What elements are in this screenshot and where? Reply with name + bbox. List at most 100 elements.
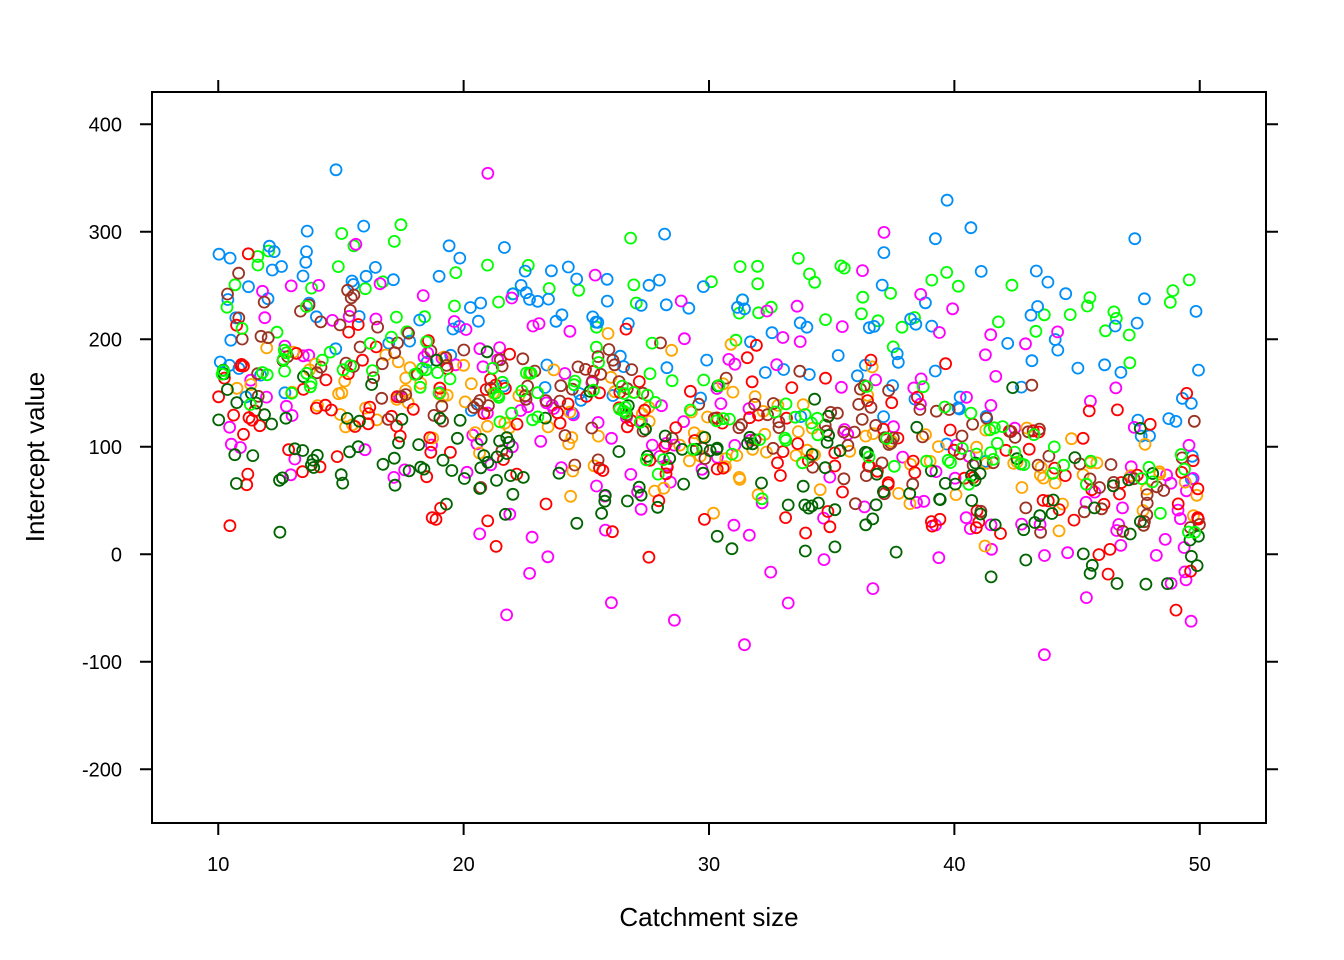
data-point [948, 477, 962, 491]
data-point [568, 374, 582, 388]
data-point [966, 471, 980, 485]
data-point [213, 355, 227, 369]
data-point [258, 311, 272, 325]
data-point [1187, 414, 1201, 428]
data-point [340, 411, 354, 425]
data-point [640, 453, 653, 467]
data-point [855, 412, 869, 426]
data-point [1139, 577, 1153, 591]
data-point [651, 500, 664, 514]
data-point [477, 449, 491, 463]
data-point [974, 507, 987, 521]
x-tick-label: 20 [453, 854, 475, 876]
data-point [554, 461, 568, 475]
data-point [363, 400, 377, 414]
data-point [1019, 337, 1032, 351]
data-point [436, 389, 450, 403]
y-tick-label: -200 [82, 759, 122, 781]
data-point [1081, 299, 1094, 313]
data-point [447, 315, 461, 328]
data-point [261, 331, 275, 345]
data-point [940, 193, 954, 207]
data-point [1058, 469, 1072, 483]
x-axis-label: Catchment size [619, 902, 798, 932]
data-point [307, 461, 321, 474]
data-point [799, 526, 812, 540]
data-point [738, 302, 751, 316]
data-point [505, 291, 519, 305]
data-point [539, 394, 553, 408]
data-point [439, 497, 453, 511]
data-point [235, 322, 249, 335]
data-point [1017, 523, 1031, 537]
data-point [433, 381, 447, 395]
data-point [642, 550, 656, 564]
data-point [678, 332, 691, 346]
data-point [911, 390, 924, 404]
data-point [442, 239, 456, 253]
data-point [531, 386, 544, 400]
data-point [999, 443, 1013, 457]
data-point [615, 379, 629, 393]
data-point [1190, 559, 1204, 572]
data-point [1174, 448, 1188, 461]
data-point [633, 415, 647, 429]
data-point [665, 431, 679, 445]
data-point [1061, 546, 1074, 560]
data-point [851, 369, 864, 383]
data-point [848, 425, 861, 439]
data-point [896, 450, 910, 464]
data-point [859, 429, 873, 443]
data-point [481, 258, 494, 272]
data-point [223, 251, 237, 265]
data-point [683, 454, 696, 468]
data-point [726, 385, 740, 399]
data-point [1166, 284, 1180, 298]
data-point [279, 346, 293, 360]
data-point [1182, 273, 1196, 287]
data-point [1113, 487, 1126, 501]
data-point [869, 373, 882, 387]
data-point [1001, 336, 1015, 350]
data-point [300, 245, 313, 259]
data-point [1111, 403, 1124, 417]
data-point [457, 472, 471, 485]
data-point [427, 408, 441, 422]
data-point [439, 351, 453, 365]
data-point [642, 278, 656, 292]
data-point [771, 456, 784, 470]
data-point [798, 498, 812, 512]
x-tick-label: 40 [943, 854, 965, 876]
data-point [716, 412, 730, 426]
data-point [778, 431, 792, 445]
data-point [929, 232, 942, 246]
data-point [856, 290, 870, 304]
data-point [1123, 527, 1137, 541]
data-point [802, 501, 816, 515]
data-point [1189, 304, 1203, 318]
data-point [440, 358, 453, 372]
data-point [1138, 515, 1151, 529]
data-point [833, 444, 847, 458]
data-point [587, 383, 600, 397]
data-point [336, 476, 350, 490]
data-point [282, 443, 296, 457]
data-point [265, 417, 279, 431]
data-point [600, 272, 614, 286]
data-point [1059, 287, 1073, 301]
data-point [474, 296, 488, 310]
data-point [984, 570, 998, 584]
data-point [751, 277, 765, 291]
data-point [798, 408, 812, 421]
data-point [996, 420, 1009, 434]
data-point [852, 397, 866, 411]
data-point [406, 402, 420, 416]
data-point [761, 408, 774, 422]
data-point [408, 367, 422, 381]
data-point [1191, 482, 1205, 496]
data-point [257, 295, 271, 309]
data-point [561, 397, 575, 411]
data-point [334, 468, 348, 482]
data-point [716, 461, 730, 475]
data-point [1084, 394, 1097, 408]
